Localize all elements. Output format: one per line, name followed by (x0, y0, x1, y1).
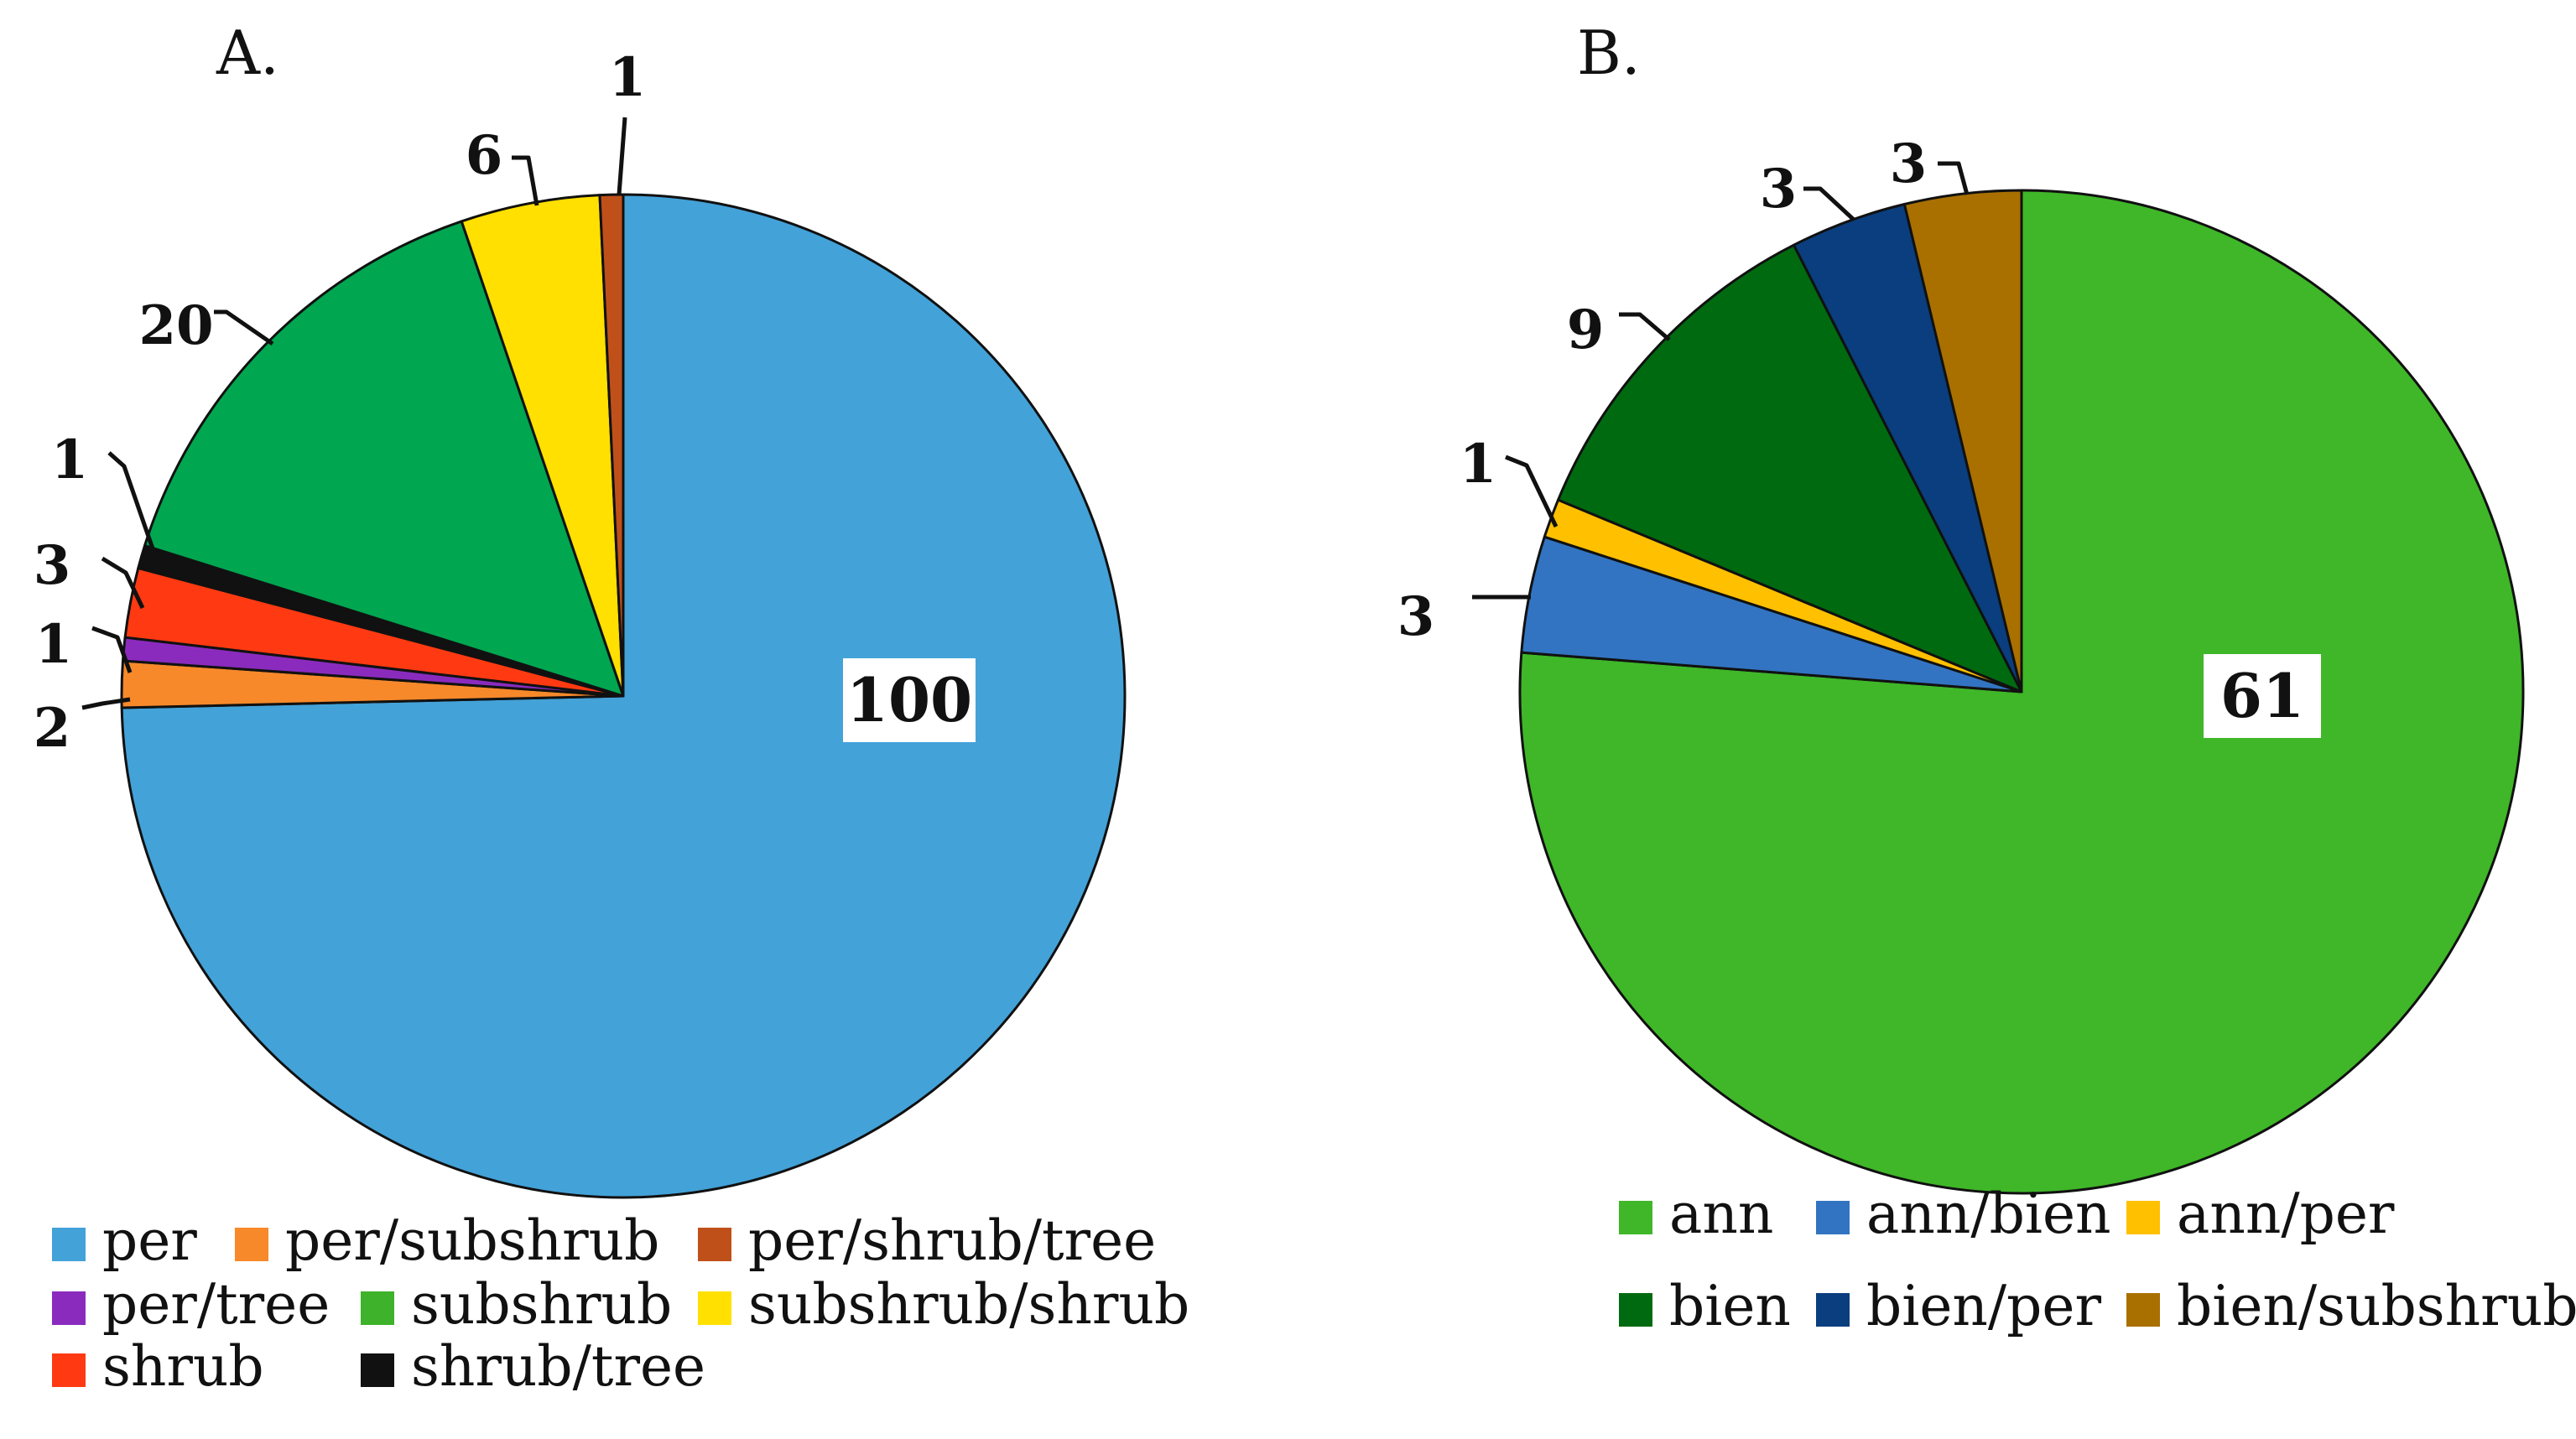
data-label-ann-bien: 3 (1397, 585, 1435, 648)
leader-lines-b (1472, 161, 1970, 600)
legend-swatch-per-shrub-tree (698, 1228, 731, 1261)
legend-label-ann: ann (1669, 1182, 1773, 1246)
data-label-bien-subshrub: 3 (1890, 132, 1928, 195)
pie-slice-subshrub (143, 220, 625, 698)
legend-label-per: per (102, 1208, 197, 1273)
data-label-box-ann (2204, 654, 2321, 738)
data-label-per-tree: 1 (35, 613, 73, 676)
leader-line-shrub (101, 556, 145, 610)
pie-slice-per-shrub-tree (598, 193, 625, 698)
leader-line-per-tree (91, 626, 133, 673)
legend-swatch-bien-per (1816, 1293, 1850, 1327)
pie-slice-bien (1557, 243, 2023, 694)
legend-swatch-ann-bien (1816, 1201, 1850, 1234)
legend-swatch-per-subshrub (235, 1228, 268, 1261)
leader-line-subshrub (214, 309, 274, 346)
leader-line-per-shrub-tree (617, 117, 627, 195)
legend-swatch-shrub-tree (361, 1353, 394, 1387)
data-labels-a: 100 2 1 3 1 20 6 1 (34, 46, 976, 760)
legend-label-subshrub-shrub: subshrub/shrub (748, 1272, 1189, 1337)
data-label-per: 100 (846, 664, 972, 735)
leader-line-shrub-tree (107, 451, 157, 554)
panel-label-a: A. (216, 18, 279, 88)
data-label-box-per (843, 658, 976, 742)
legend-swatch-per (52, 1228, 86, 1261)
data-label-subshrub: 20 (138, 294, 213, 357)
legend-b: ann ann/bien ann/per bien bien/per bien/subsh… (1619, 1182, 2576, 1338)
pie-chart-b: B. 61 3 1 9 3 3 ann ann/bien ann/per bien bien/pe… (1397, 18, 2576, 1338)
leader-line-bien (1619, 312, 1671, 341)
data-label-shrub: 3 (34, 534, 71, 597)
legend-swatch-per-tree (52, 1291, 86, 1325)
legend-swatch-ann-per (2126, 1201, 2160, 1234)
legend-swatch-subshrub-shrub (698, 1291, 731, 1325)
slices-a (120, 193, 1127, 1199)
data-label-subshrub-shrub: 6 (466, 124, 503, 187)
leader-line-ann-per (1505, 455, 1559, 528)
data-labels-b: 61 3 1 9 3 3 (1397, 132, 2321, 738)
leader-lines-a (81, 117, 627, 710)
slices-b (1518, 189, 2525, 1195)
legend-swatch-bien (1619, 1293, 1652, 1327)
legend-label-subshrub: subshrub (411, 1272, 672, 1337)
leader-line-bien-per (1803, 186, 1855, 221)
legend-label-ann-bien: ann/bien (1866, 1182, 2111, 1246)
legend-swatch-ann (1619, 1201, 1652, 1234)
legend-label-per-tree: per/tree (102, 1272, 330, 1337)
legend-swatch-bien-subshrub (2126, 1293, 2160, 1327)
pie-slice-subshrub-shrub (460, 194, 625, 698)
panel-label-b: B. (1577, 18, 1641, 88)
leader-line-per-subshrub (81, 697, 131, 710)
leader-line-bien-subshrub (1938, 161, 1970, 195)
data-label-per-shrub-tree: 1 (609, 46, 647, 109)
pie-chart-a: A. 100 2 1 3 1 20 6 1 per per/subshrub per/shrub/… (34, 18, 1190, 1399)
legend-swatch-shrub (52, 1353, 86, 1387)
legend-label-shrub: shrub (102, 1334, 264, 1399)
legend-label-bien-subshrub: bien/subshrub (2177, 1274, 2576, 1338)
pie-slice-bien-subshrub (1902, 189, 2023, 694)
legend-a: per per/subshrub per/shrub/tree per/tree sub… (52, 1208, 1189, 1399)
data-label-bien: 9 (1567, 299, 1605, 361)
legend-label-per-shrub-tree: per/shrub/tree (748, 1208, 1156, 1273)
data-label-ann-per: 1 (1460, 433, 1497, 496)
legend-label-shrub-tree: shrub/tree (411, 1334, 705, 1399)
data-label-shrub-tree: 1 (51, 429, 89, 491)
data-label-per-subshrub: 2 (34, 697, 71, 760)
data-label-ann: 61 (2220, 660, 2304, 731)
legend-label-bien: bien (1669, 1274, 1791, 1338)
data-label-bien-per: 3 (1760, 158, 1798, 221)
legend-swatch-subshrub (361, 1291, 394, 1325)
legend-label-ann-per: ann/per (2177, 1182, 2395, 1246)
legend-label-bien-per: bien/per (1866, 1274, 2101, 1338)
leader-line-subshrub-shrub (512, 155, 539, 206)
legend-label-per-subshrub: per/subshrub (285, 1208, 659, 1273)
